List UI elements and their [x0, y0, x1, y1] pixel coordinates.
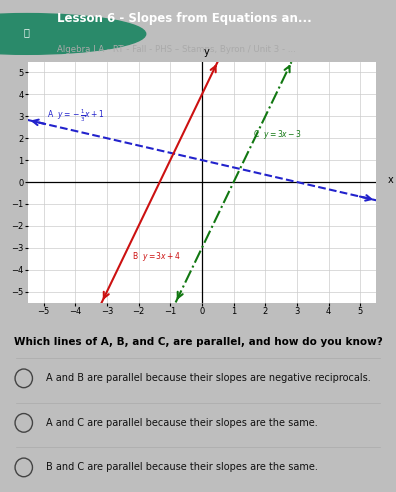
Text: B and C are parallel because their slopes are the same.: B and C are parallel because their slope…	[46, 462, 318, 472]
Text: x: x	[388, 175, 393, 185]
Text: A and B are parallel because their slopes are negative reciprocals.: A and B are parallel because their slope…	[46, 373, 370, 383]
Text: Algebra I A - RT - Fall - PHS – Stamps, Byron / Unit 3 - ...: Algebra I A - RT - Fall - PHS – Stamps, …	[57, 45, 296, 54]
Circle shape	[0, 14, 146, 54]
Text: Lesson 6 - Slopes from Equations an...: Lesson 6 - Slopes from Equations an...	[57, 12, 312, 25]
Text: 📖: 📖	[24, 28, 30, 37]
Text: C  $y=3x-3$: C $y=3x-3$	[253, 128, 302, 141]
Text: y: y	[204, 47, 209, 57]
Text: A  $y=-\frac{1}{3}x+1$: A $y=-\frac{1}{3}x+1$	[47, 107, 104, 123]
Text: B  $y=3x+4$: B $y=3x+4$	[132, 250, 181, 263]
Text: Which lines of A, B, and C, are parallel, and how do you know?: Which lines of A, B, and C, are parallel…	[13, 337, 383, 347]
Text: 6) Use the graph to answer the question.: 6) Use the graph to answer the question.	[28, 79, 286, 89]
Text: A and C are parallel because their slopes are the same.: A and C are parallel because their slope…	[46, 418, 317, 428]
